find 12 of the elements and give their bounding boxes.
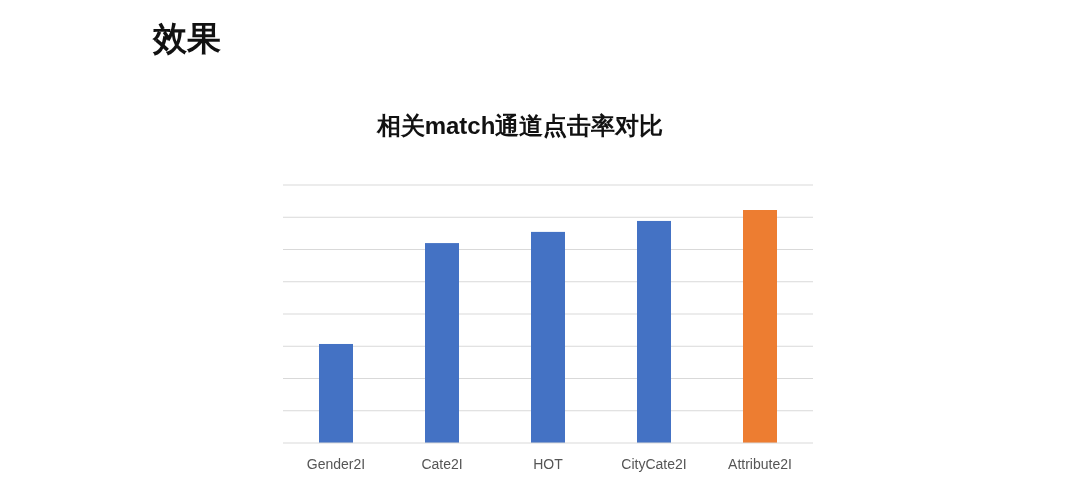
x-tick-label: Attribute2I [728, 456, 792, 472]
chart-title: 相关match通道点击率对比 [375, 112, 664, 139]
bar [743, 210, 777, 443]
x-tick-label: Cate2I [421, 456, 463, 472]
x-tick-label: CityCate2I [621, 456, 687, 472]
bar [637, 220, 671, 443]
bar [319, 343, 353, 443]
text: 效果 [152, 19, 221, 57]
bar [531, 231, 565, 443]
bar [425, 243, 459, 443]
x-tick-label: Gender2I [306, 456, 366, 472]
x-tick-label: HOT [533, 456, 564, 472]
